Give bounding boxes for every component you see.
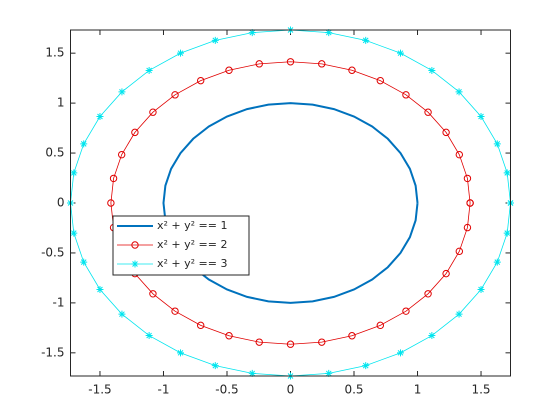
marker [225, 332, 233, 340]
marker [424, 290, 432, 298]
marker [503, 169, 511, 177]
marker [428, 332, 436, 340]
marker [477, 286, 485, 293]
marker [362, 36, 370, 44]
marker [107, 199, 115, 207]
x-tick-label: 1.5 [471, 383, 490, 397]
marker [248, 29, 256, 37]
marker [325, 29, 333, 37]
marker [109, 174, 118, 183]
marker [70, 229, 78, 237]
marker [286, 58, 295, 66]
marker [211, 36, 219, 44]
marker [131, 241, 139, 249]
marker [171, 91, 179, 99]
marker [455, 310, 463, 318]
marker [149, 290, 157, 298]
y-tick-label: 1 [57, 96, 65, 110]
marker [131, 128, 139, 137]
x-tick-label: -1 [157, 383, 169, 397]
legend-label: x² + y² == 3 [157, 257, 227, 270]
marker [255, 60, 263, 68]
y-tick-label: -1 [53, 295, 65, 309]
marker [211, 362, 219, 370]
y-tick-label: 0.5 [45, 146, 64, 160]
marker [503, 229, 511, 237]
marker [442, 269, 450, 278]
marker [117, 150, 126, 159]
marker [80, 258, 88, 266]
marker [376, 321, 385, 330]
marker [225, 66, 233, 74]
marker [402, 91, 410, 99]
marker [376, 76, 385, 85]
marker [442, 128, 450, 137]
x-tick-label: -0.5 [215, 383, 238, 397]
marker [348, 66, 356, 74]
marker [145, 66, 153, 74]
marker [493, 258, 501, 266]
marker [286, 340, 295, 348]
marker [402, 307, 410, 315]
marker [96, 113, 104, 120]
marker [463, 223, 472, 232]
marker [455, 150, 464, 159]
y-tick-label: -0.5 [41, 245, 64, 259]
marker [255, 338, 263, 346]
x-tick-label: -1.5 [88, 383, 111, 397]
marker [131, 260, 139, 268]
marker [96, 286, 104, 293]
x-tick-label: 0.5 [344, 383, 363, 397]
legend-label: x² + y² == 1 [157, 219, 227, 232]
marker [196, 76, 205, 85]
marker [318, 338, 326, 346]
x-tick-label: 0 [287, 383, 295, 397]
axes-box [70, 29, 511, 377]
marker [171, 307, 179, 315]
marker [477, 113, 485, 120]
marker [424, 108, 432, 116]
marker [493, 140, 501, 148]
marker [348, 332, 356, 340]
marker [177, 349, 184, 357]
marker [80, 140, 88, 148]
y-tick-label: -1.5 [41, 345, 64, 359]
marker [455, 88, 463, 96]
series-line [162, 102, 419, 304]
marker [248, 369, 256, 377]
marker [118, 310, 126, 318]
marker [118, 88, 126, 96]
marker [463, 174, 472, 183]
marker [70, 169, 78, 177]
marker [428, 66, 436, 74]
marker [149, 108, 157, 116]
legend: x² + y² == 1 x² + y² == 2 x² + y² == 3 [112, 215, 250, 276]
legend-label: x² + y² == 2 [157, 238, 227, 251]
marker [196, 321, 205, 330]
y-tick-label: 1.5 [45, 46, 64, 60]
series-line [110, 61, 471, 345]
marker [325, 369, 333, 377]
marker [397, 349, 404, 357]
marker [397, 49, 404, 57]
marker [177, 49, 184, 57]
marker [455, 247, 464, 256]
marker [145, 332, 153, 340]
marker [362, 362, 370, 370]
marker [318, 60, 326, 68]
marker [466, 199, 474, 207]
y-tick-label: 0 [57, 196, 65, 210]
x-tick-label: 1 [414, 383, 422, 397]
